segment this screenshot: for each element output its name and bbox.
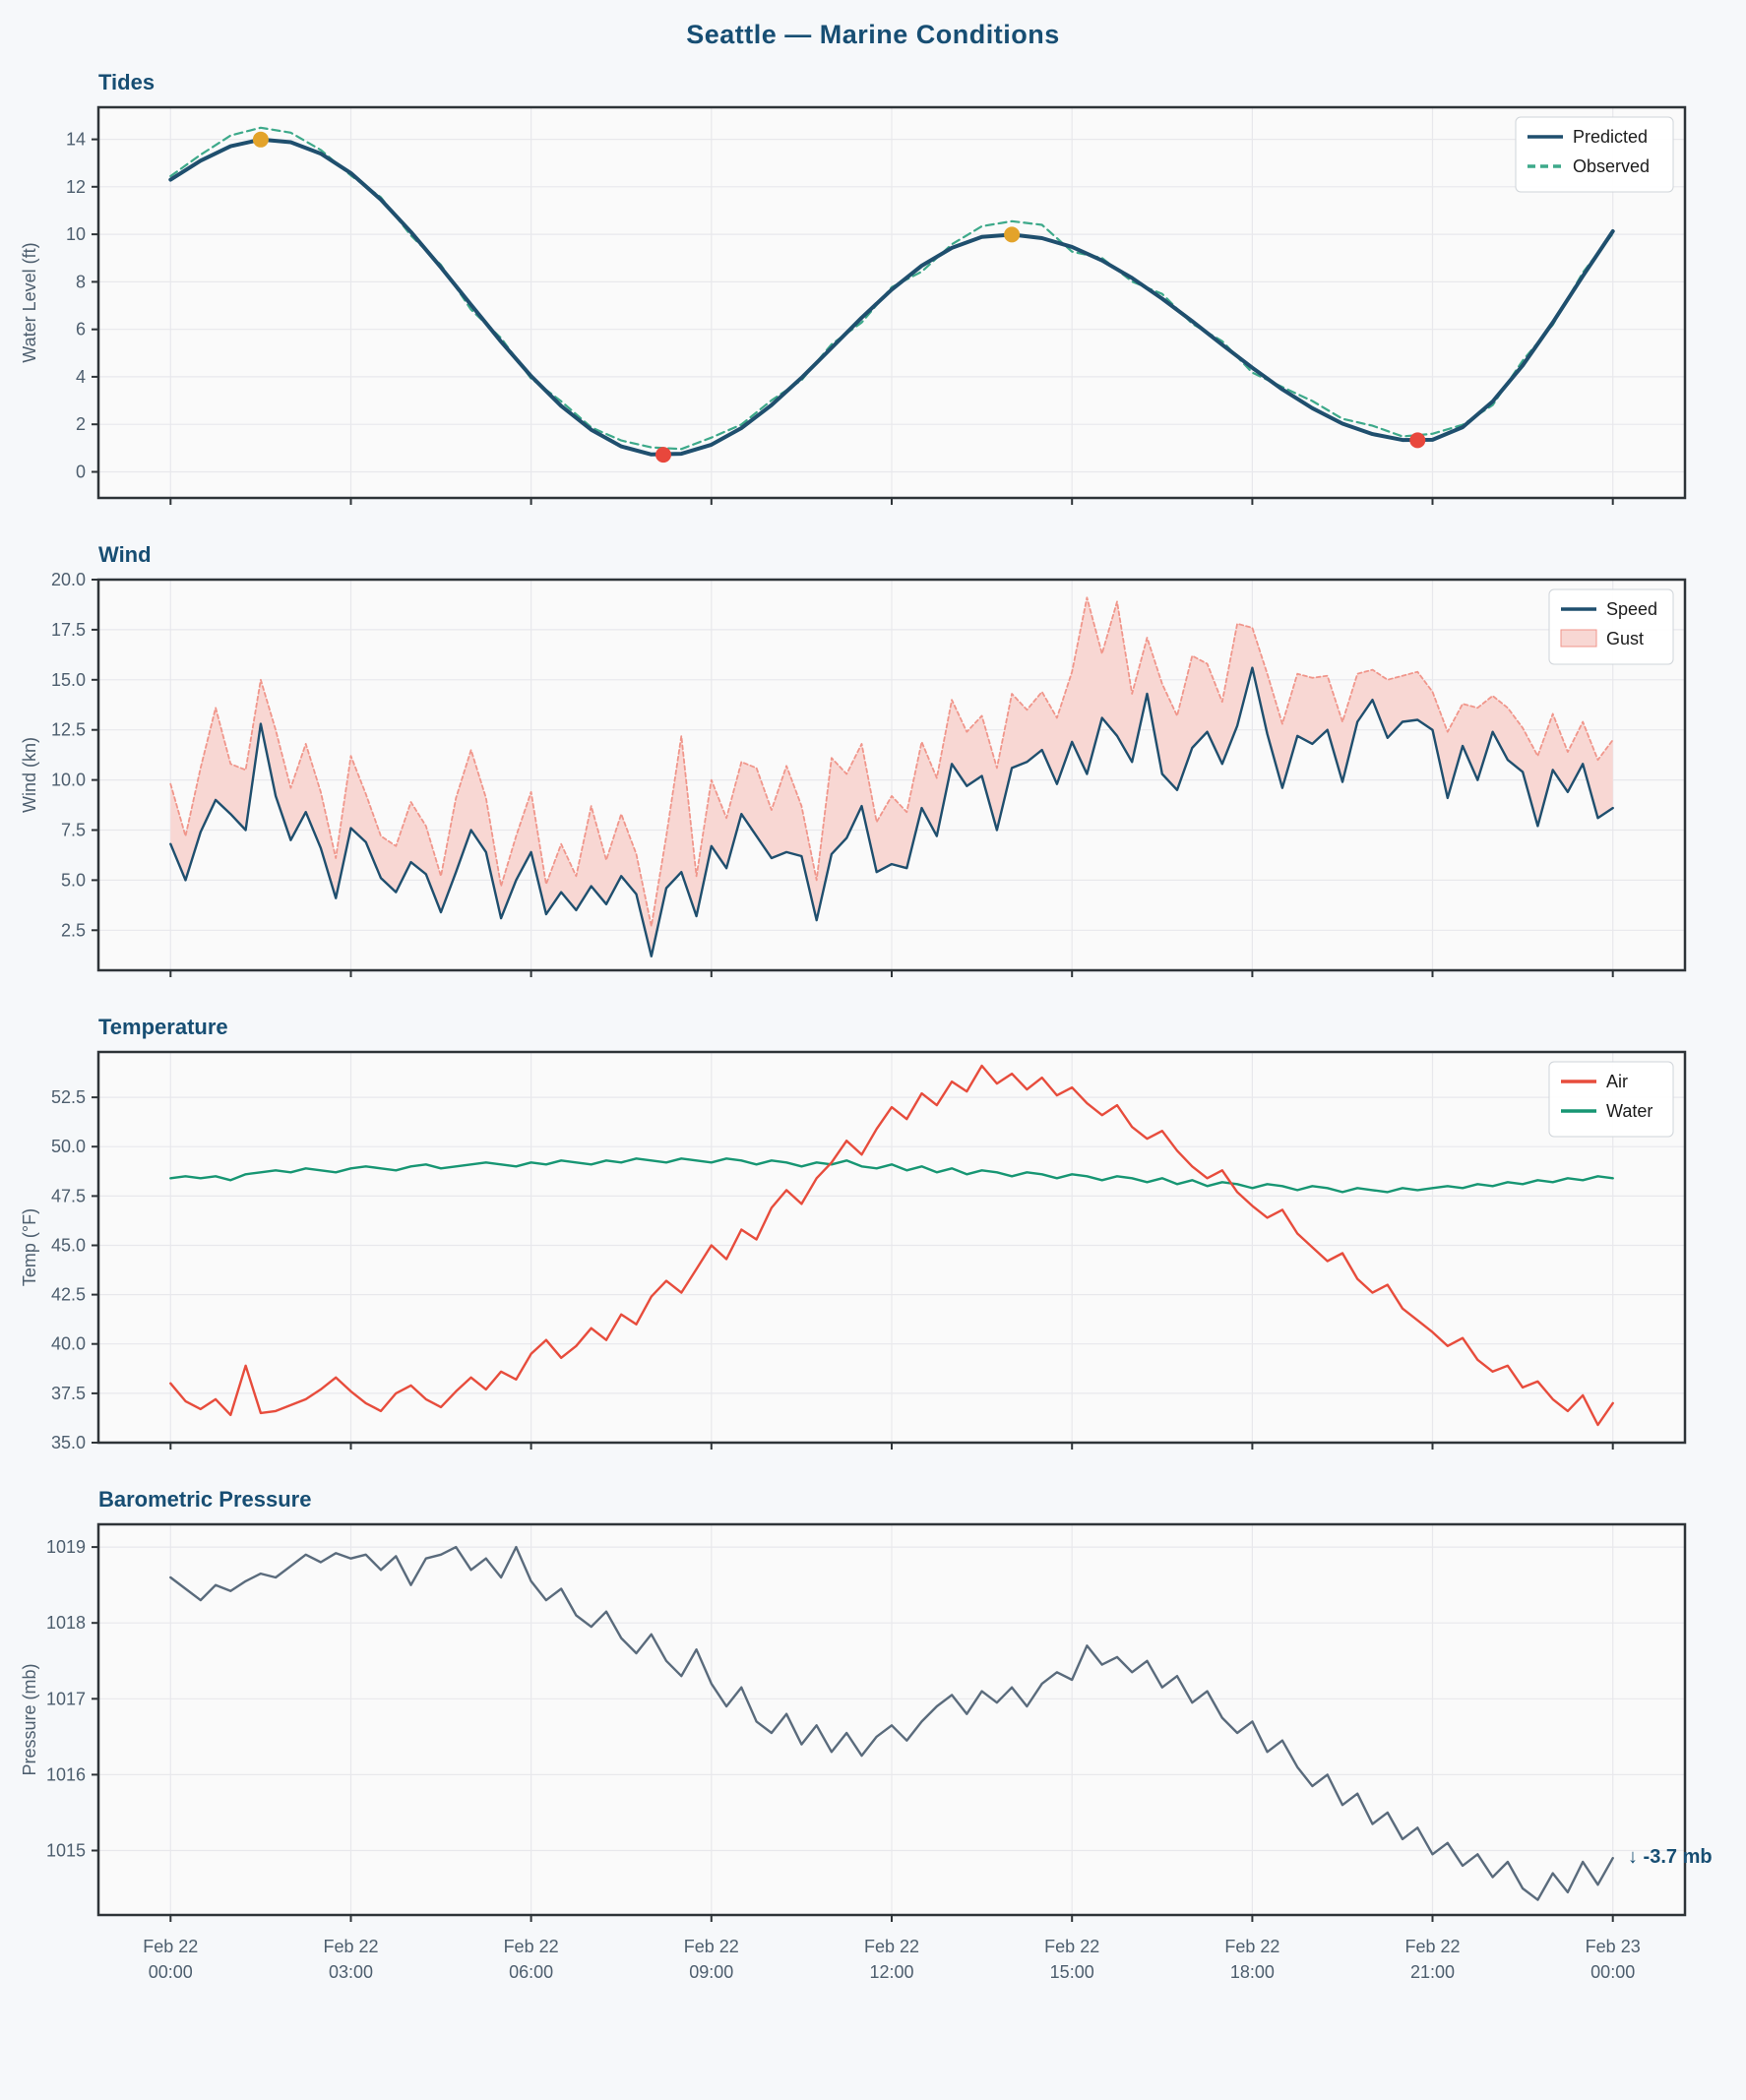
svg-text:Water Level (ft): Water Level (ft) <box>20 242 39 362</box>
panel-tides: Tides 0 2 4 6 8 10 12 14 Water Level (ft) Predict… <box>0 70 1746 523</box>
svg-text:00:00: 00:00 <box>1590 1962 1635 1982</box>
panel-title-tides: Tides <box>98 70 156 94</box>
svg-text:42.5: 42.5 <box>51 1285 86 1305</box>
wind-chart: 2.5 5.0 7.5 10.0 12.5 15.0 17.5 20.0 Wind (kn) Sp… <box>20 572 1687 977</box>
svg-text:37.5: 37.5 <box>51 1384 86 1403</box>
svg-text:2.5: 2.5 <box>61 920 86 940</box>
svg-text:Feb 22: Feb 22 <box>864 1937 919 1956</box>
svg-text:20.0: 20.0 <box>51 572 86 589</box>
svg-text:Temp (°F): Temp (°F) <box>20 1208 39 1286</box>
svg-text:10.0: 10.0 <box>51 771 86 790</box>
svg-text:Air: Air <box>1606 1072 1628 1091</box>
svg-text:Feb 22: Feb 22 <box>504 1937 559 1956</box>
svg-text:12:00: 12:00 <box>869 1962 913 1982</box>
svg-text:09:00: 09:00 <box>689 1962 733 1982</box>
svg-text:52.5: 52.5 <box>51 1087 86 1107</box>
pressure-chart: 1015 1016 1017 1018 1019 Feb 22 00:00 Feb 22 03:… <box>20 1522 1713 1982</box>
svg-text:Feb 22: Feb 22 <box>1044 1937 1099 1956</box>
svg-text:47.5: 47.5 <box>51 1186 86 1205</box>
svg-text:8: 8 <box>76 272 86 291</box>
svg-text:Pressure (mb): Pressure (mb) <box>20 1663 39 1775</box>
svg-text:5.0: 5.0 <box>61 870 86 890</box>
svg-text:00:00: 00:00 <box>149 1962 193 1982</box>
panel-title-wind: Wind <box>98 542 152 567</box>
svg-text:14: 14 <box>66 130 86 150</box>
svg-text:1017: 1017 <box>46 1689 86 1708</box>
svg-text:2: 2 <box>76 414 86 434</box>
svg-text:Feb 22: Feb 22 <box>143 1937 198 1956</box>
svg-text:Water: Water <box>1606 1101 1652 1121</box>
svg-text:12: 12 <box>66 177 86 197</box>
svg-text:Feb 22: Feb 22 <box>323 1937 378 1956</box>
svg-text:7.5: 7.5 <box>61 821 86 840</box>
svg-text:Observed: Observed <box>1573 156 1650 176</box>
panel-title-pressure: Barometric Pressure <box>98 1487 312 1512</box>
svg-text:17.5: 17.5 <box>51 620 86 640</box>
svg-text:03:00: 03:00 <box>329 1962 373 1982</box>
svg-text:18:00: 18:00 <box>1230 1962 1275 1982</box>
svg-text:4: 4 <box>76 367 86 387</box>
svg-text:15:00: 15:00 <box>1050 1962 1094 1982</box>
svg-text:Feb 22: Feb 22 <box>1224 1937 1279 1956</box>
svg-text:10: 10 <box>66 224 86 244</box>
page-title: Seattle — Marine Conditions <box>686 20 1060 49</box>
svg-text:21:00: 21:00 <box>1410 1962 1455 1982</box>
svg-text:Feb 22: Feb 22 <box>1404 1937 1460 1956</box>
svg-text:6: 6 <box>76 320 86 340</box>
panel-wind: Wind 2.5 5.0 7.5 10.0 12.5 15.0 17.5 20.0 Wind (… <box>0 542 1746 995</box>
svg-text:Feb 22: Feb 22 <box>684 1937 739 1956</box>
svg-text:1018: 1018 <box>46 1613 86 1633</box>
temperature-chart: 35.0 37.5 40.0 42.5 45.0 47.5 50.0 52.5 Temp (°F… <box>20 1050 1687 1452</box>
svg-text:Feb 23: Feb 23 <box>1586 1937 1641 1956</box>
svg-text:12.5: 12.5 <box>51 720 86 740</box>
panel-title-temperature: Temperature <box>98 1015 228 1039</box>
marine-conditions-dashboard: Seattle — Marine Conditions Tides 0 2 4 6 8 1… <box>0 20 1746 1994</box>
svg-text:40.0: 40.0 <box>51 1334 86 1354</box>
svg-text:15.0: 15.0 <box>51 670 86 690</box>
svg-text:Gust: Gust <box>1606 629 1644 649</box>
panel-pressure: Barometric Pressure 1015 1016 1017 1018 1019… <box>0 1487 1746 1994</box>
svg-text:Predicted: Predicted <box>1573 127 1648 147</box>
tides-chart: 0 2 4 6 8 10 12 14 Water Level (ft) Predicted Obse… <box>20 105 1687 505</box>
svg-text:Wind (kn): Wind (kn) <box>20 737 39 813</box>
panel-temperature: Temperature 35.0 37.5 40.0 42.5 45.0 47.5 50.0… <box>0 1015 1746 1467</box>
svg-text:↓ -3.7 mb: ↓ -3.7 mb <box>1628 1846 1713 1868</box>
svg-text:0: 0 <box>76 463 86 482</box>
svg-text:1015: 1015 <box>46 1841 86 1861</box>
svg-text:35.0: 35.0 <box>51 1433 86 1452</box>
svg-text:50.0: 50.0 <box>51 1137 86 1156</box>
svg-text:45.0: 45.0 <box>51 1236 86 1256</box>
svg-text:06:00: 06:00 <box>509 1962 553 1982</box>
svg-text:Speed: Speed <box>1606 599 1657 619</box>
svg-text:1016: 1016 <box>46 1764 86 1784</box>
svg-text:1019: 1019 <box>46 1537 86 1557</box>
